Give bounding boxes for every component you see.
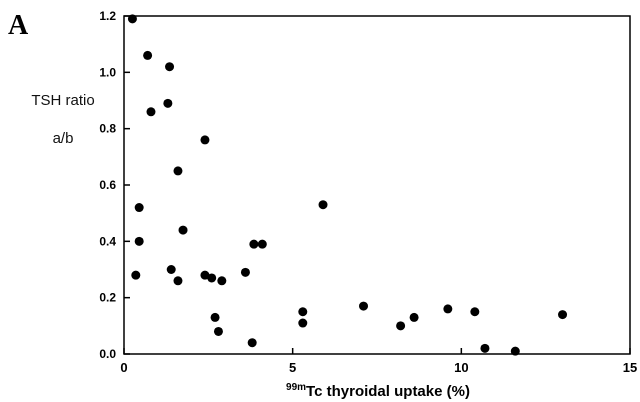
- data-point: [318, 200, 328, 210]
- data-point: [143, 50, 153, 60]
- data-point: [134, 203, 144, 213]
- data-point: [396, 321, 406, 331]
- data-point: [257, 239, 267, 249]
- y-axis-label-line2: a/b: [52, 130, 74, 147]
- y-tick-label: 0.0: [99, 347, 116, 361]
- data-point: [217, 276, 227, 286]
- y-tick-label: 0.2: [99, 291, 116, 305]
- data-point: [165, 62, 175, 72]
- data-point: [166, 265, 176, 274]
- y-tick-label: 0.4: [99, 234, 116, 248]
- data-points: [127, 14, 568, 356]
- x-tick-label: 0: [120, 360, 127, 375]
- data-point: [359, 301, 369, 311]
- data-point: [178, 225, 188, 235]
- data-point: [163, 98, 173, 108]
- data-point: [207, 273, 217, 283]
- data-point: [200, 135, 210, 145]
- data-point: [240, 267, 250, 277]
- data-point: [249, 239, 259, 249]
- x-tick-label: 15: [623, 360, 637, 375]
- data-point: [247, 338, 257, 348]
- x-axis-label-text: Tc thyroidal uptake (%): [306, 383, 470, 400]
- data-point: [409, 312, 419, 322]
- data-point: [298, 307, 308, 317]
- y-axis: 0.0 0.2 0.4 0.6 0.8 1.0 1.2: [99, 9, 130, 361]
- x-axis: 0 5 10 15: [120, 348, 637, 375]
- data-point: [173, 276, 183, 286]
- data-point: [173, 166, 183, 176]
- x-tick-label: 5: [289, 360, 296, 375]
- data-point: [558, 310, 568, 320]
- x-tick-label: 10: [454, 360, 468, 375]
- y-axis-label-line1: TSH ratio: [31, 92, 95, 109]
- data-point: [134, 236, 144, 246]
- panel-label: A: [8, 10, 29, 41]
- plot-border: [123, 15, 631, 355]
- data-point: [131, 270, 141, 280]
- data-point: [200, 270, 210, 280]
- data-point: [470, 307, 480, 317]
- data-point: [127, 14, 137, 24]
- y-tick-label: 0.6: [99, 178, 116, 192]
- data-point: [213, 326, 223, 336]
- data-point: [510, 346, 520, 356]
- y-tick-label: 1.2: [99, 9, 116, 23]
- x-axis-label: 99mTc thyroidal uptake (%): [286, 382, 470, 400]
- data-point: [210, 312, 220, 322]
- plot-area: [123, 15, 631, 355]
- y-tick-label: 0.8: [99, 122, 116, 136]
- x-axis-label-superscript: 99m: [286, 382, 306, 393]
- y-tick-label: 1.0: [99, 65, 116, 79]
- data-point: [443, 304, 453, 314]
- data-point: [146, 107, 156, 117]
- data-point: [480, 343, 490, 353]
- data-point: [298, 318, 308, 328]
